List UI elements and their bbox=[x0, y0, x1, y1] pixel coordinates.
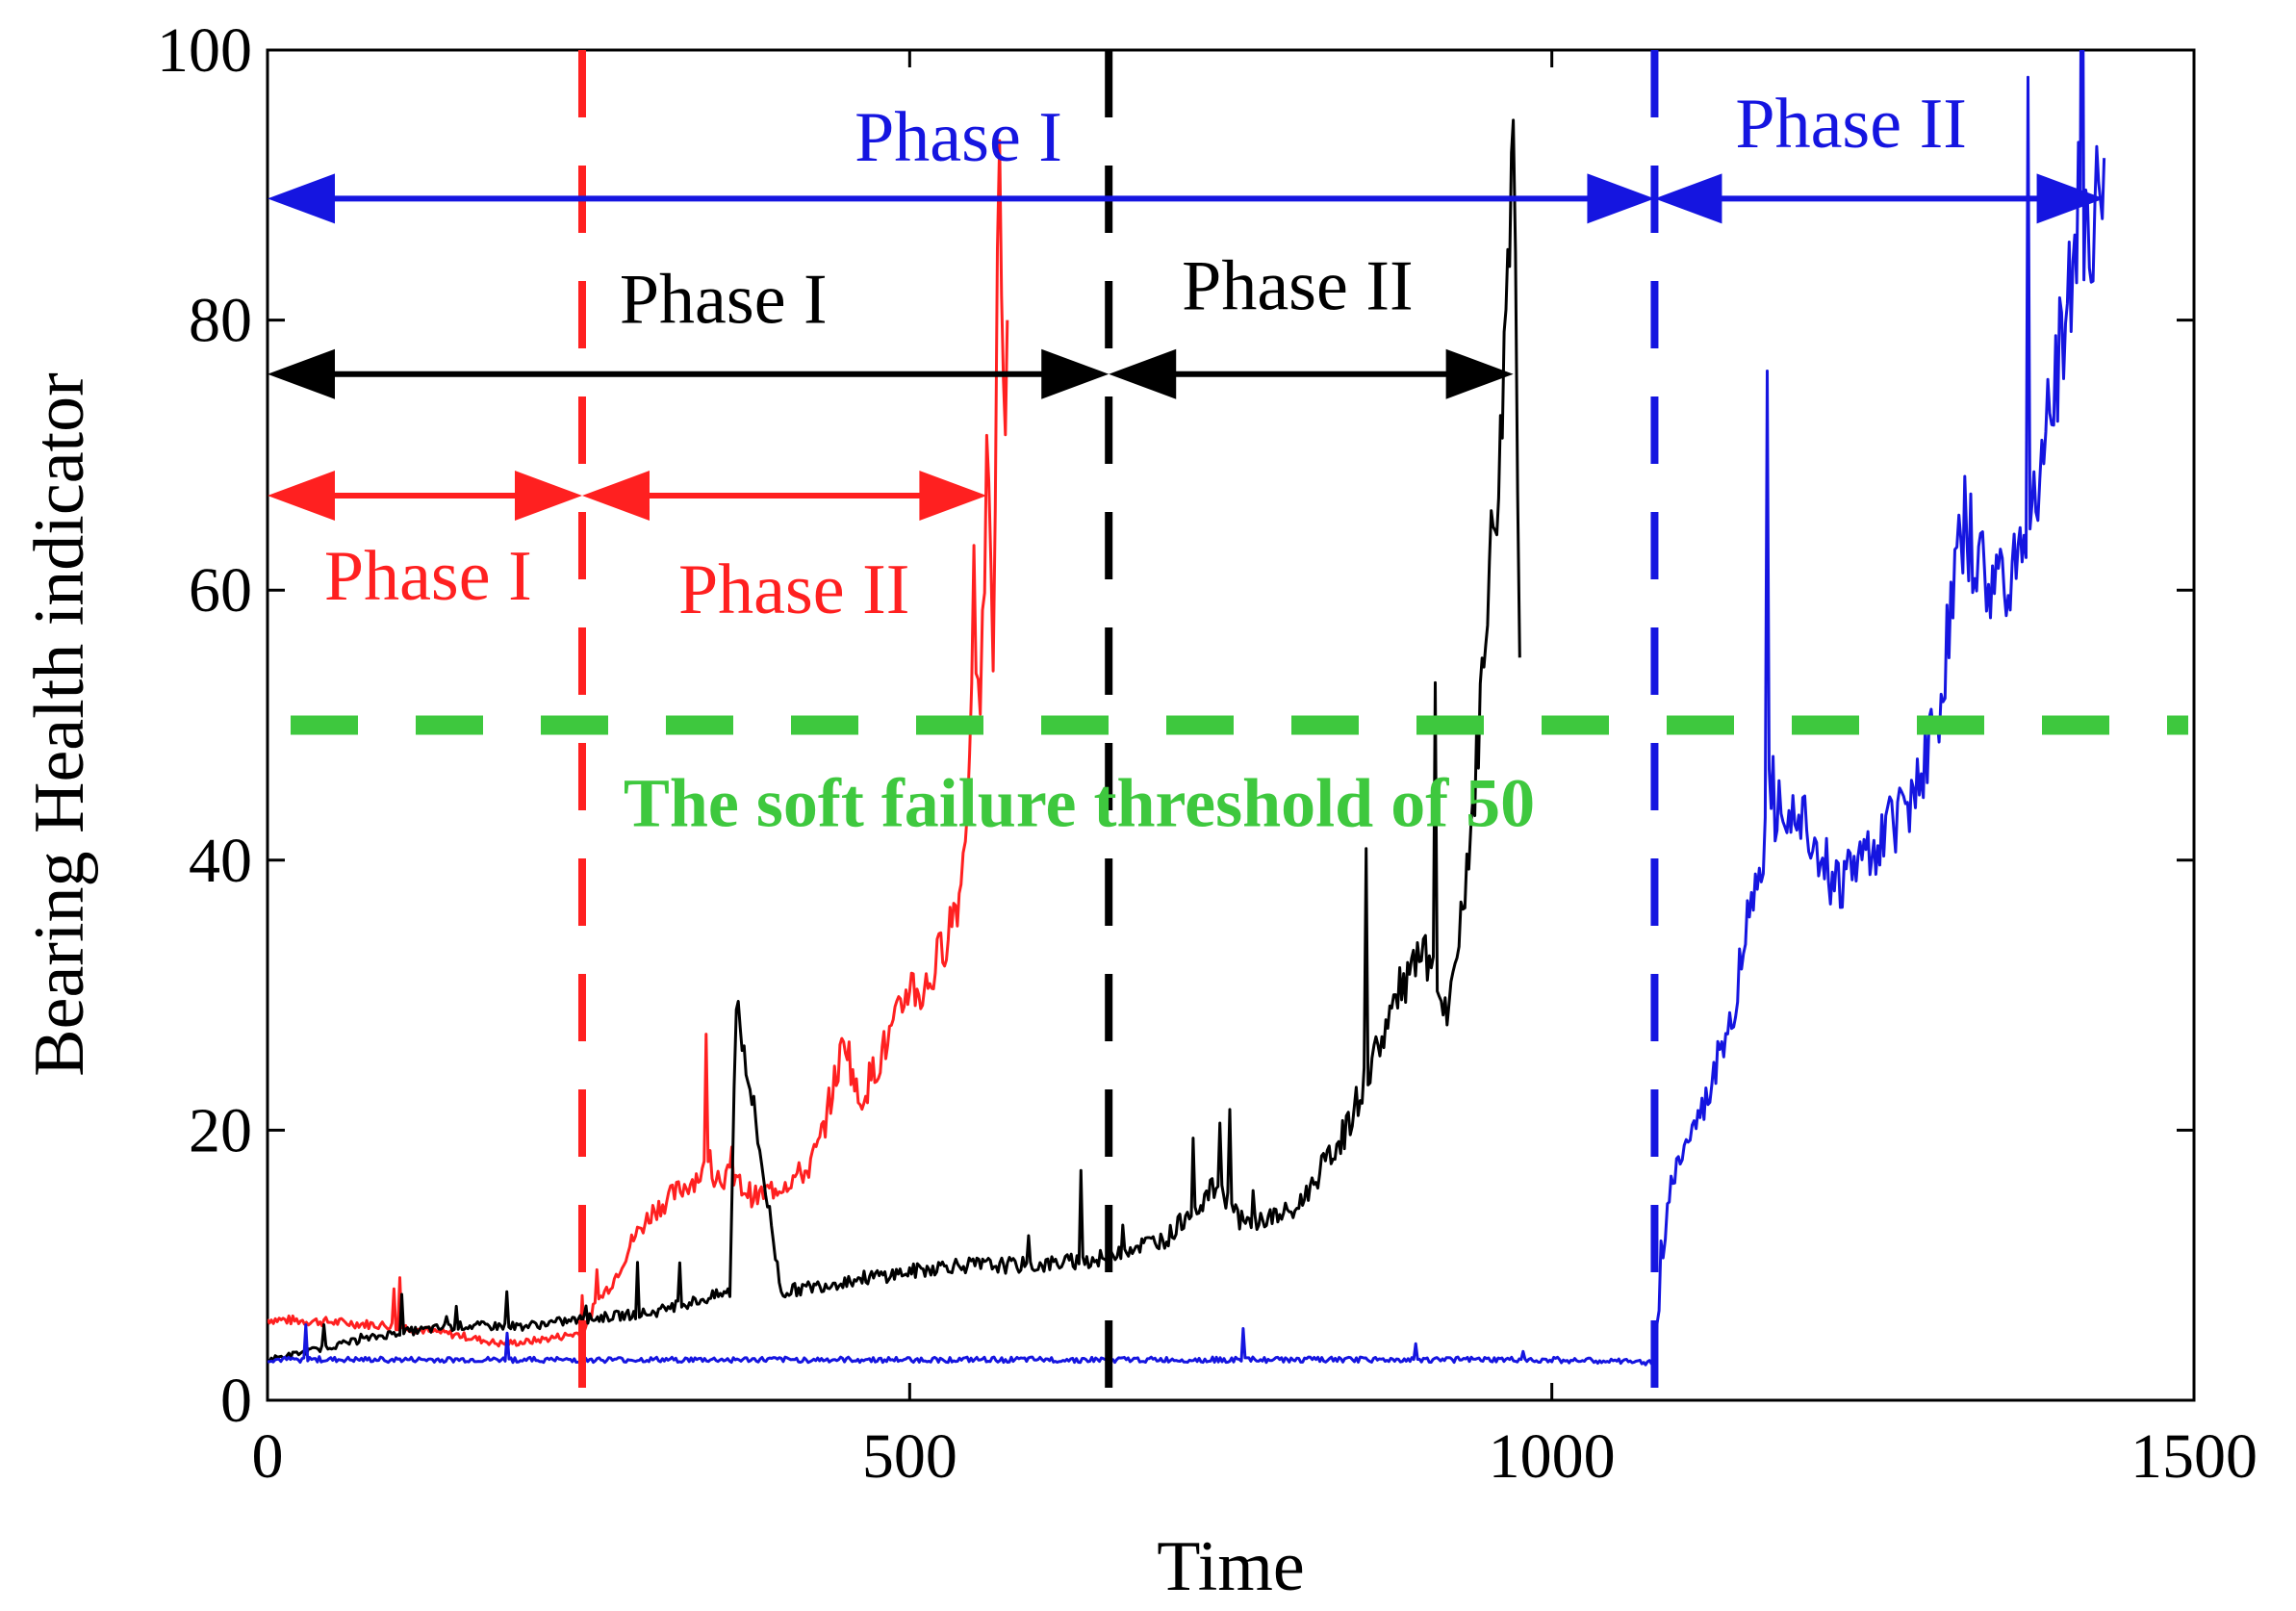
x-axis-title: Time bbox=[1157, 1527, 1305, 1606]
threshold-label: The soft failure threshold of 50 bbox=[624, 765, 1535, 842]
phase-arrow-head-left-5 bbox=[268, 173, 335, 224]
phase-arrow-head-right-4 bbox=[1445, 348, 1514, 399]
phase-arrows bbox=[268, 173, 2105, 521]
series-line-black bbox=[268, 118, 1521, 1363]
phase-arrow-head-left-1 bbox=[268, 470, 335, 521]
phase-arrow-head-left-2 bbox=[581, 470, 650, 521]
phase-arrow-head-right-5 bbox=[1587, 173, 1655, 224]
phase-arrow-head-right-1 bbox=[514, 470, 582, 521]
series-line-red bbox=[268, 139, 1009, 1348]
phase-label-black-1: Phase I bbox=[620, 261, 828, 340]
x-tick-label: 0 bbox=[252, 1421, 284, 1492]
phase-label-blue-2: Phase II bbox=[1735, 85, 1966, 164]
y-tick-label: 20 bbox=[189, 1095, 252, 1165]
phase-labels: Phase I Phase II Phase I Phase II Phase … bbox=[324, 85, 1967, 629]
y-tick-label: 80 bbox=[189, 286, 252, 356]
threshold-layer: The soft failure threshold of 50 bbox=[291, 715, 2188, 842]
series-line-blue bbox=[268, 50, 2106, 1367]
x-tick-labels: 0 500 1000 1500 bbox=[252, 1421, 2258, 1492]
series-layer bbox=[268, 50, 2106, 1367]
x-tick-label: 1500 bbox=[2130, 1421, 2258, 1492]
y-axis-title: Bearing Health indicator bbox=[20, 372, 99, 1077]
phase-label-red-2: Phase II bbox=[678, 550, 909, 629]
y-tick-label: 40 bbox=[189, 826, 252, 896]
y-tick-label: 0 bbox=[220, 1366, 252, 1436]
phase-arrow-head-left-6 bbox=[1654, 173, 1722, 224]
phase-arrow-head-left-3 bbox=[268, 348, 335, 399]
axis-ticks bbox=[266, 48, 2196, 1402]
plot-area-frame bbox=[266, 48, 2196, 1402]
phase-arrow-head-right-3 bbox=[1041, 348, 1110, 399]
x-tick-label: 1000 bbox=[1489, 1421, 1616, 1492]
phase-label-red-1: Phase I bbox=[324, 537, 532, 616]
phase-label-black-2: Phase II bbox=[1182, 247, 1413, 326]
phase-arrow-head-left-4 bbox=[1109, 348, 1177, 399]
phase-arrow-head-right-6 bbox=[2036, 173, 2105, 224]
phase-boundaries bbox=[577, 50, 1659, 1400]
y-tick-label: 60 bbox=[189, 555, 252, 626]
phase-label-blue-1: Phase I bbox=[855, 98, 1062, 177]
y-tick-label: 100 bbox=[157, 15, 252, 86]
x-tick-label: 500 bbox=[862, 1421, 957, 1492]
phase-arrow-head-right-2 bbox=[919, 470, 987, 521]
y-tick-labels: 0 20 40 60 80 100 bbox=[157, 15, 252, 1436]
